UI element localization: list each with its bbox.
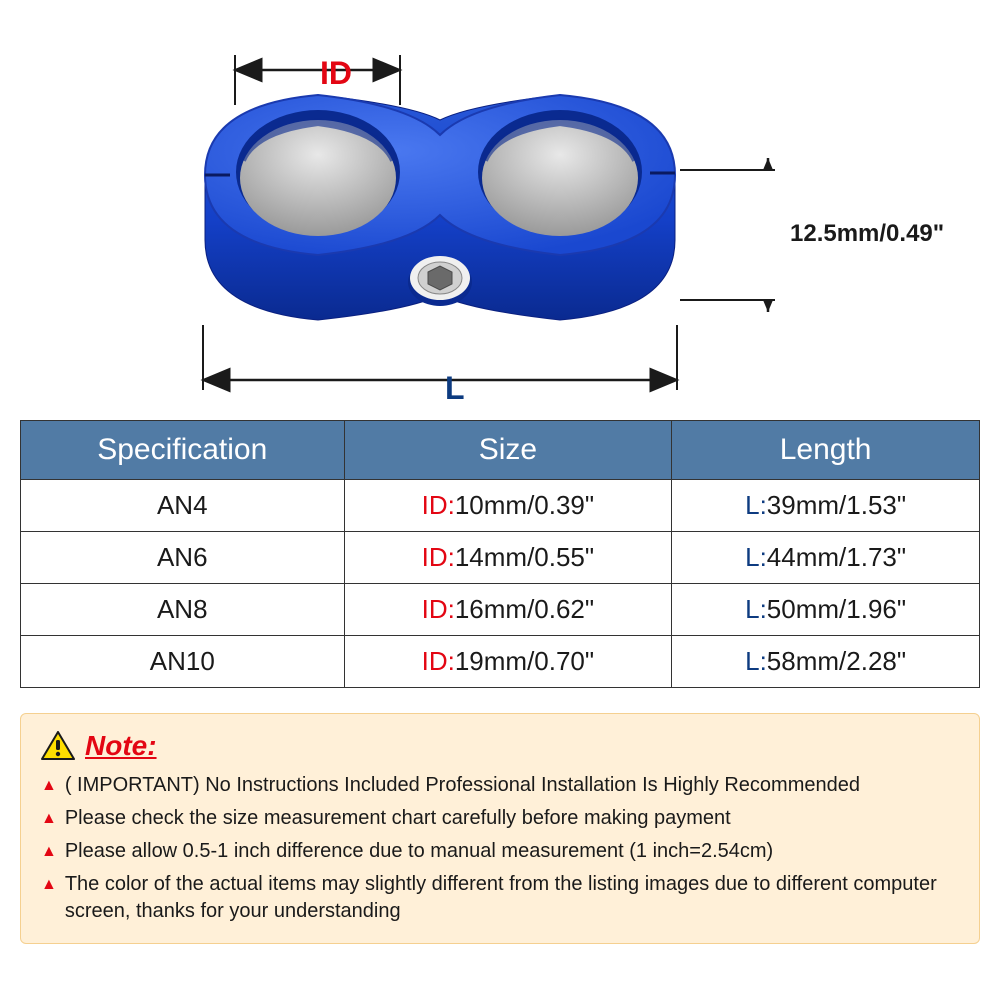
spec-cell: AN10 (21, 636, 345, 688)
note-item: ▲ Please check the size measurement chart… (41, 805, 959, 832)
note-text: Please check the size measurement chart … (65, 805, 731, 832)
length-cell: L:44mm/1.73" (672, 532, 980, 584)
warning-icon (41, 731, 75, 761)
spec-cell: AN8 (21, 584, 345, 636)
height-dimension-label: 12.5mm/0.49" (790, 220, 944, 248)
table-row: AN6ID:14mm/0.55"L:44mm/1.73" (21, 532, 980, 584)
bullet-icon: ▲ (41, 841, 57, 863)
table-row: AN4ID:10mm/0.39"L:39mm/1.53" (21, 480, 980, 532)
col-specification: Specification (21, 421, 345, 480)
table-row: AN8ID:16mm/0.62"L:50mm/1.96" (21, 584, 980, 636)
size-cell: ID:10mm/0.39" (344, 480, 672, 532)
table-header-row: Specification Size Length (21, 421, 980, 480)
length-cell: L:39mm/1.53" (672, 480, 980, 532)
col-size: Size (344, 421, 672, 480)
bullet-icon: ▲ (41, 874, 57, 896)
note-item: ▲ ( IMPORTANT) No Instructions Included P… (41, 772, 959, 799)
col-length: Length (672, 421, 980, 480)
size-cell: ID:19mm/0.70" (344, 636, 672, 688)
spec-cell: AN6 (21, 532, 345, 584)
note-item: ▲ Please allow 0.5-1 inch difference due … (41, 838, 959, 865)
length-cell: L:58mm/2.28" (672, 636, 980, 688)
bullet-icon: ▲ (41, 775, 57, 797)
height-dim (680, 150, 800, 350)
note-box: Note: ▲ ( IMPORTANT) No Instructions Incl… (20, 713, 980, 944)
length-cell: L:50mm/1.96" (672, 584, 980, 636)
note-text: The color of the actual items may slight… (65, 871, 959, 925)
bullet-icon: ▲ (41, 808, 57, 830)
specification-table: Specification Size Length AN4ID:10mm/0.3… (20, 420, 980, 688)
size-cell: ID:14mm/0.55" (344, 532, 672, 584)
size-cell: ID:16mm/0.62" (344, 584, 672, 636)
note-header: Note: (41, 730, 959, 762)
product-diagram: ID 12.5mm/0.49" L (20, 20, 980, 410)
length-dimension-label: L (445, 370, 465, 407)
note-item: ▲ The color of the actual items may sligh… (41, 871, 959, 925)
table-row: AN10ID:19mm/0.70"L:58mm/2.28" (21, 636, 980, 688)
note-text: ( IMPORTANT) No Instructions Included Pr… (65, 772, 860, 799)
spec-cell: AN4 (21, 480, 345, 532)
note-title: Note: (85, 730, 157, 762)
id-dimension-label: ID (320, 55, 352, 92)
note-text: Please allow 0.5-1 inch difference due t… (65, 838, 773, 865)
